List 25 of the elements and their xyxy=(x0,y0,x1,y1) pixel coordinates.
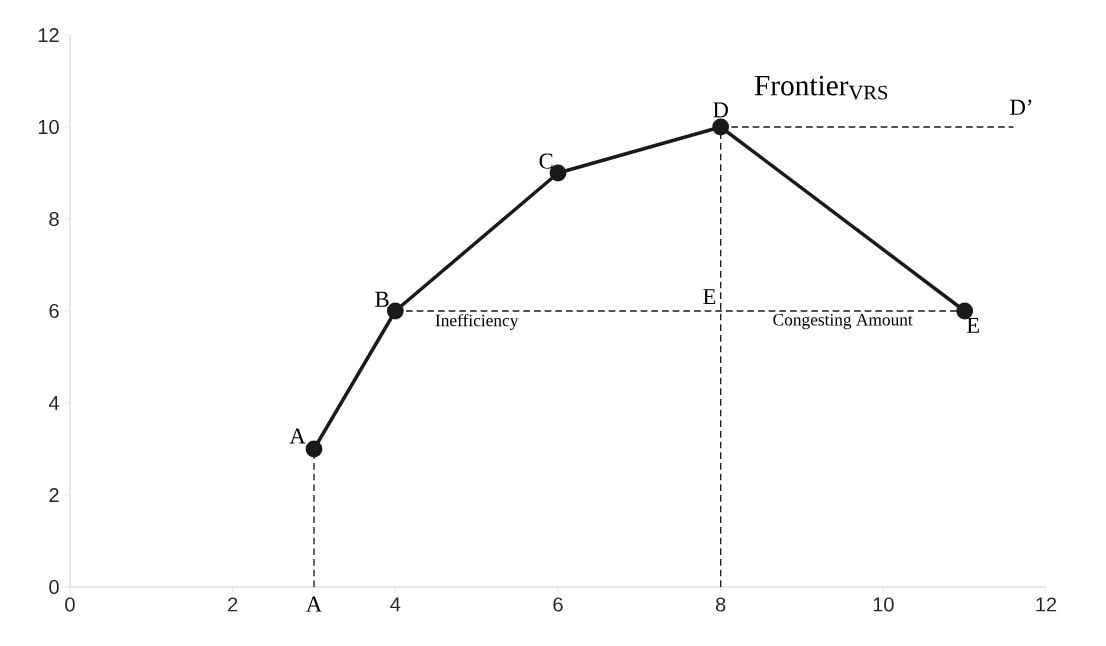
annotation: C xyxy=(539,153,553,169)
annotation: A xyxy=(289,428,306,444)
y-tick-label: 8 xyxy=(49,211,59,227)
y-tick-label: 2 xyxy=(49,488,59,502)
x-tick-label: 12 xyxy=(1036,597,1057,612)
annotation: A xyxy=(306,596,323,612)
x-tick-label: 10 xyxy=(873,597,894,612)
annotation: E xyxy=(966,317,979,333)
annotation: Frontier$_{VRS}$ xyxy=(754,75,888,100)
annotation: Congesting Amount xyxy=(773,313,913,330)
annotation: D’ xyxy=(1010,99,1032,115)
x-tick-label: 8 xyxy=(715,597,726,612)
y-tick-label: 0 xyxy=(49,579,59,595)
y-tick-label: 6 xyxy=(49,303,59,319)
annotation: D xyxy=(713,102,728,118)
x-tick-label: 0 xyxy=(65,597,75,612)
annotation: Inefficiency xyxy=(435,313,519,330)
x-tick-label: 6 xyxy=(553,597,563,612)
annotation: E xyxy=(703,289,716,305)
y-tick-label: 4 xyxy=(48,396,60,410)
y-tick-label: 12 xyxy=(38,28,59,42)
y-tick-label: 10 xyxy=(38,119,59,135)
annotation: B xyxy=(375,291,389,307)
x-tick-label: 2 xyxy=(228,597,238,612)
x-tick-label: 4 xyxy=(390,597,401,612)
